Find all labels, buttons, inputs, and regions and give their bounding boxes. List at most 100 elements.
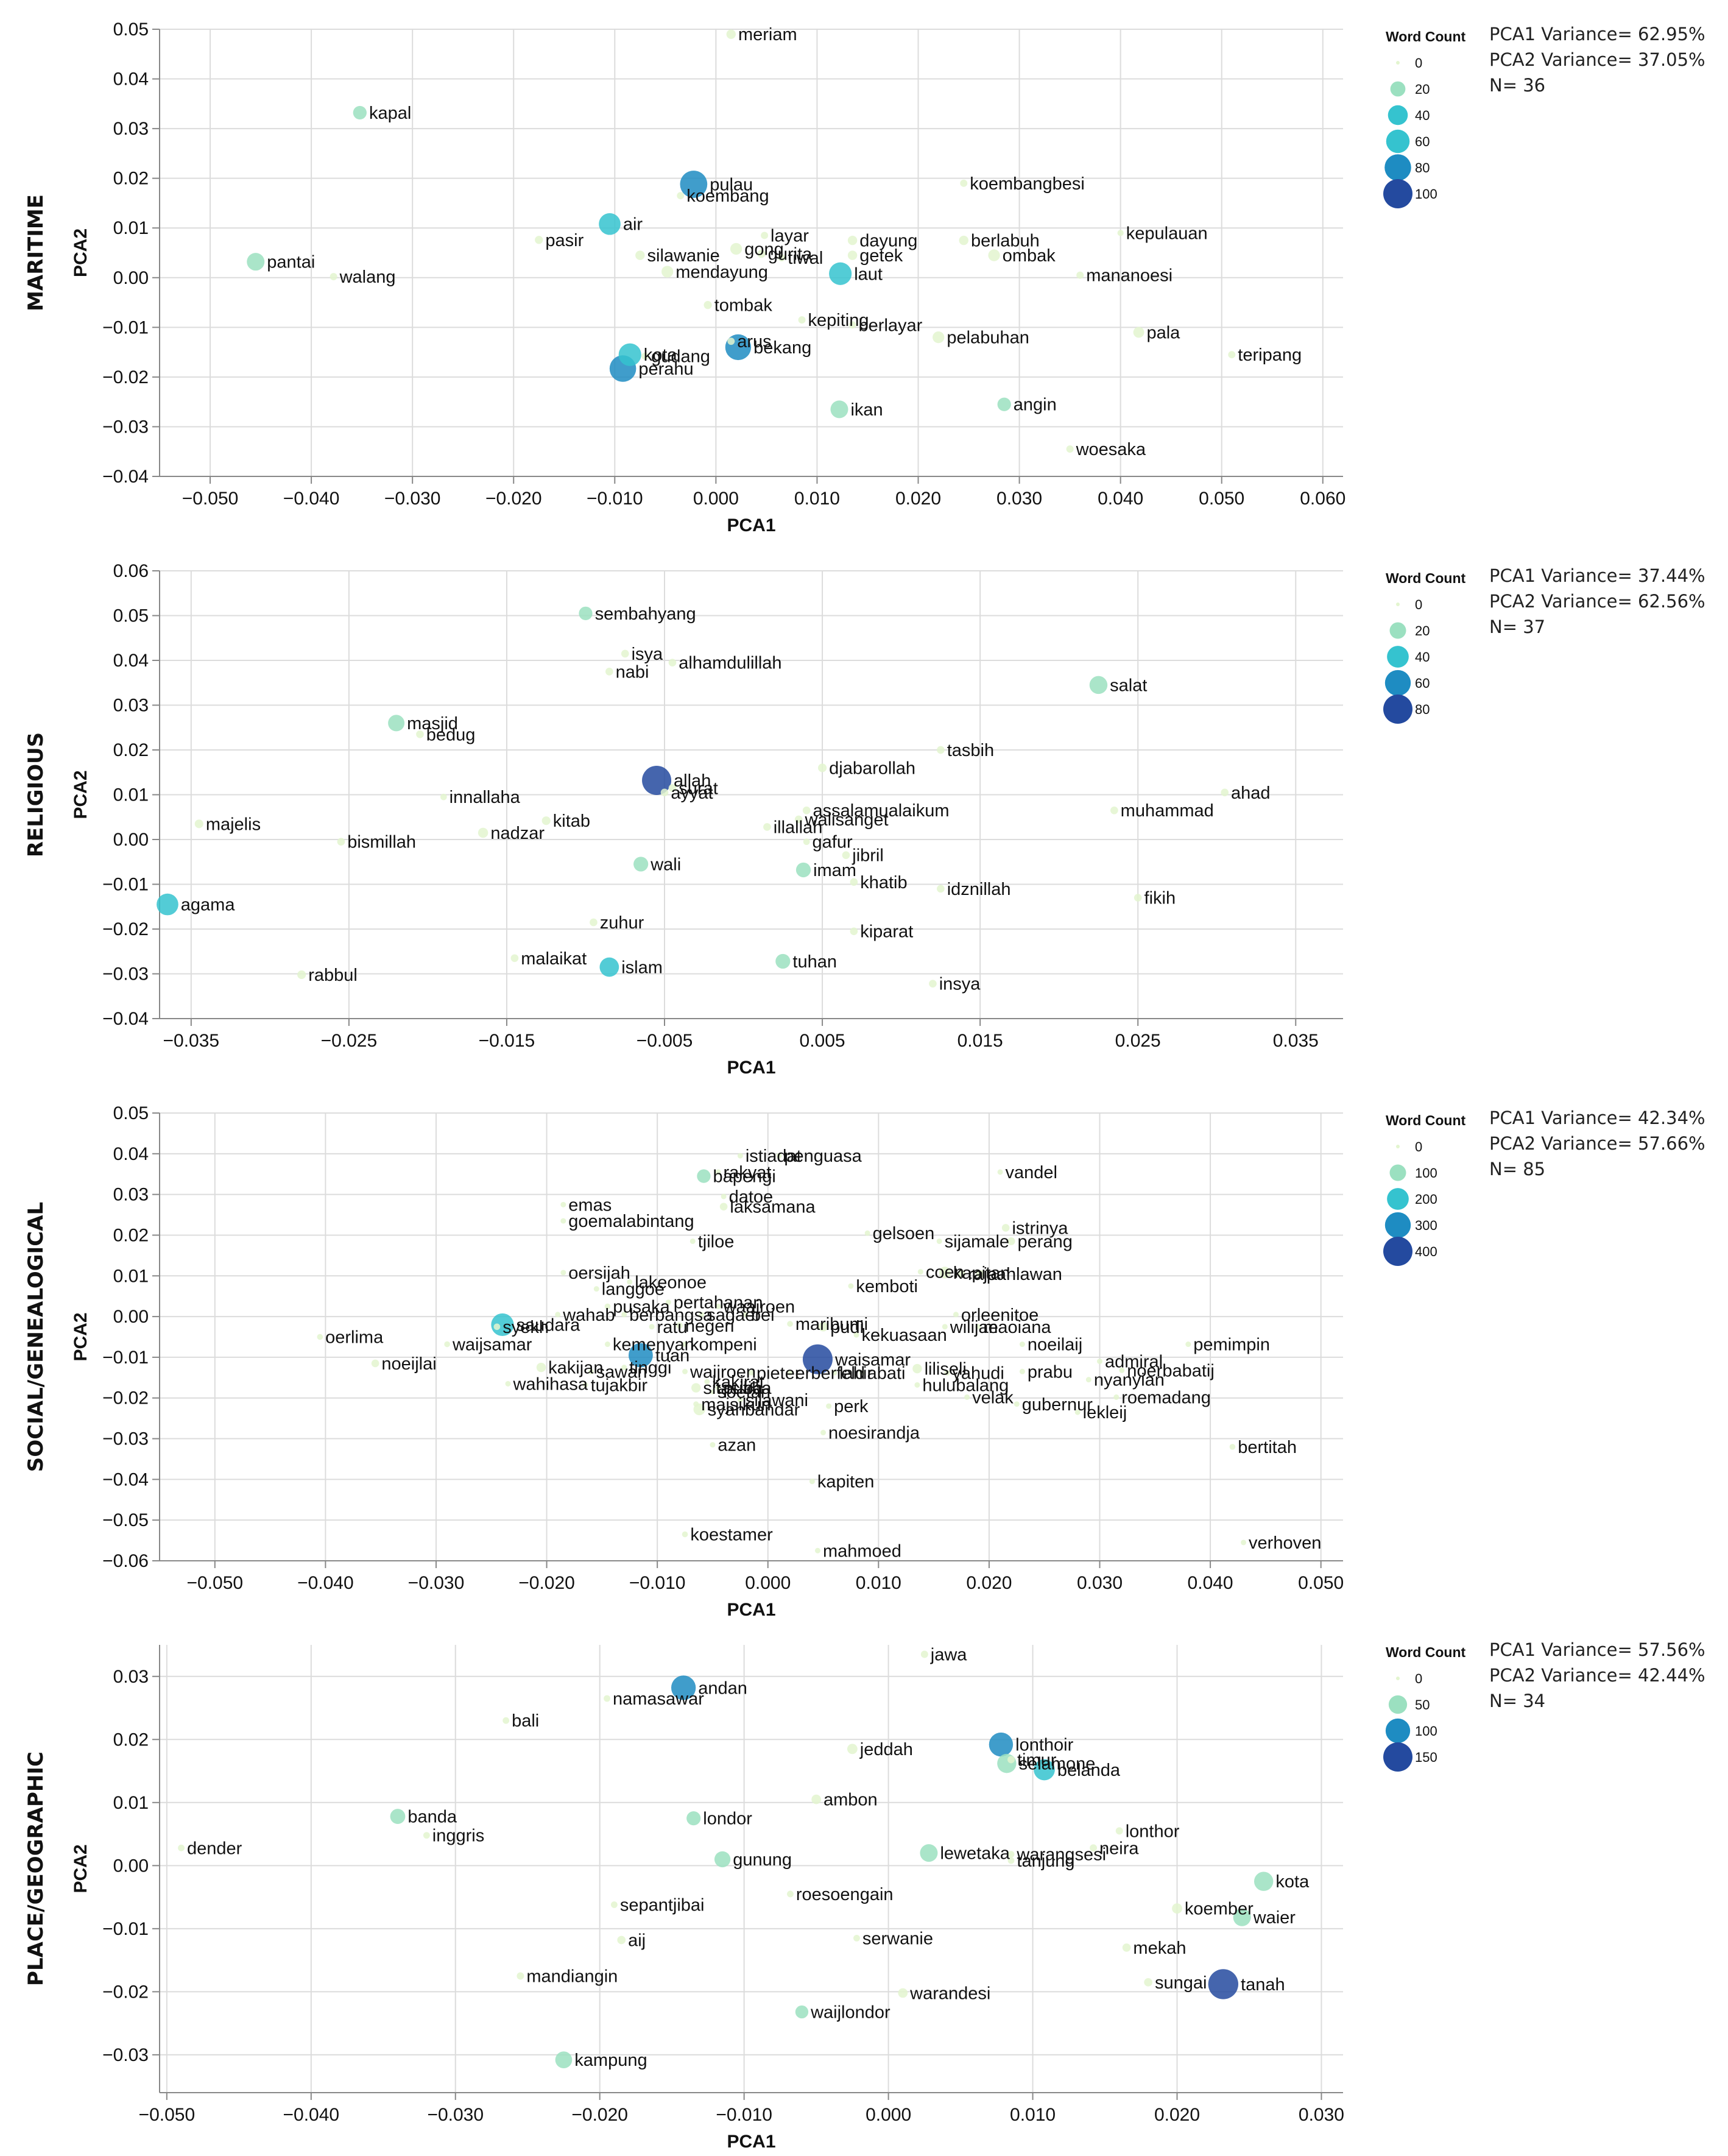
data-point-gafur[interactable]	[803, 838, 810, 846]
data-point-warandesi[interactable]	[898, 1988, 908, 1998]
data-point-rakyat[interactable]	[715, 1169, 721, 1175]
data-point-pertahanan[interactable]	[665, 1299, 671, 1306]
data-point-prabu[interactable]	[1019, 1368, 1025, 1374]
data-point-sitasiba[interactable]	[691, 1383, 701, 1393]
data-point-langgoe[interactable]	[593, 1286, 599, 1292]
data-point-yahudi[interactable]	[944, 1370, 950, 1376]
data-point-pieter[interactable]	[749, 1370, 754, 1376]
data-point-bedug[interactable]	[416, 730, 424, 738]
data-point-kiparat[interactable]	[850, 927, 858, 935]
data-point-djabarollah[interactable]	[818, 763, 827, 772]
data-point-ayyat[interactable]	[660, 788, 669, 797]
data-point-angin[interactable]	[997, 397, 1011, 411]
data-point-tombak[interactable]	[704, 300, 712, 309]
data-point-koembang[interactable]	[677, 192, 685, 200]
data-point-tanah[interactable]	[1208, 1969, 1239, 1999]
data-point-vandel[interactable]	[997, 1169, 1003, 1175]
data-point-tanjung[interactable]	[1007, 1857, 1015, 1864]
data-point-koembangbesi[interactable]	[960, 179, 968, 187]
data-point-kapiten[interactable]	[809, 1479, 815, 1485]
data-point-bei[interactable]	[742, 1312, 749, 1318]
data-point-lonthoir[interactable]	[989, 1732, 1014, 1757]
data-point-jeddah[interactable]	[847, 1744, 858, 1755]
data-point-zuhur[interactable]	[590, 918, 598, 927]
data-point-sawan[interactable]	[588, 1368, 594, 1374]
data-point-mendayung[interactable]	[661, 266, 674, 278]
data-point-gunung[interactable]	[714, 1851, 731, 1868]
data-point-assalamualaikum[interactable]	[802, 806, 811, 815]
data-point-dender[interactable]	[178, 1844, 185, 1851]
data-point-imam[interactable]	[795, 862, 811, 878]
data-point-koember[interactable]	[1172, 1903, 1182, 1914]
data-point-londor[interactable]	[686, 1811, 701, 1826]
data-point-sijamale[interactable]	[936, 1238, 942, 1244]
data-point-banda[interactable]	[390, 1809, 406, 1824]
data-point-pahlawan[interactable]	[976, 1270, 984, 1278]
data-point-waijroen[interactable]	[682, 1368, 688, 1374]
data-point-liliseli[interactable]	[912, 1363, 922, 1374]
data-point-maoiana[interactable]	[975, 1324, 981, 1330]
data-point-wahab[interactable]	[555, 1312, 561, 1318]
data-point-lakeonoe[interactable]	[627, 1279, 633, 1285]
data-point-waijlondor[interactable]	[795, 2005, 809, 2019]
data-point-illallah[interactable]	[763, 823, 771, 831]
data-point-tjiloe[interactable]	[689, 1238, 696, 1244]
data-point-laut[interactable]	[829, 262, 852, 285]
data-point-coen[interactable]	[917, 1269, 923, 1275]
data-point-air[interactable]	[599, 213, 621, 235]
data-point-pemimpin[interactable]	[1185, 1341, 1191, 1348]
data-point-kepulauan[interactable]	[1117, 230, 1124, 236]
data-point-roemadang[interactable]	[1113, 1394, 1120, 1400]
data-point-ambon[interactable]	[811, 1794, 821, 1804]
data-point-ikan[interactable]	[830, 400, 848, 419]
data-point-silawani[interactable]	[737, 1397, 743, 1403]
data-point-kekuasaan[interactable]	[853, 1332, 859, 1338]
data-point-waairoen[interactable]	[715, 1303, 721, 1309]
data-point-koestamer[interactable]	[682, 1531, 688, 1538]
data-point-sepantjibai[interactable]	[610, 1901, 618, 1908]
data-point-perang[interactable]	[1007, 1237, 1015, 1245]
data-point-roesoengain[interactable]	[787, 1890, 794, 1898]
data-point-waier[interactable]	[1233, 1908, 1251, 1926]
data-point-kota[interactable]	[618, 343, 641, 366]
data-point-oersijah[interactable]	[560, 1270, 566, 1276]
data-point-velak[interactable]	[964, 1394, 970, 1400]
data-point-serwanie[interactable]	[853, 1934, 860, 1942]
data-point-noeijlai[interactable]	[371, 1359, 379, 1368]
data-point-gudang[interactable]	[641, 352, 649, 360]
data-point-kota[interactable]	[1254, 1871, 1274, 1891]
data-point-namasawar[interactable]	[604, 1695, 610, 1702]
data-point-selamone[interactable]	[997, 1753, 1017, 1773]
data-point-tasbih[interactable]	[937, 746, 945, 754]
data-point-lonthor[interactable]	[1115, 1827, 1123, 1835]
data-point-getek[interactable]	[847, 250, 858, 260]
data-point-maribumi[interactable]	[787, 1321, 793, 1327]
data-point-putiha[interactable]	[715, 1385, 721, 1391]
data-point-tuhan[interactable]	[775, 953, 791, 969]
data-point-khatib[interactable]	[850, 878, 858, 886]
data-point-gubernur[interactable]	[1014, 1401, 1020, 1407]
data-point-oerlima[interactable]	[317, 1334, 323, 1340]
data-point-teripang[interactable]	[1228, 351, 1236, 359]
data-point-lahir[interactable]	[831, 1370, 838, 1376]
data-point-sembahyang[interactable]	[579, 606, 593, 620]
data-point-erberfeld[interactable]	[787, 1370, 793, 1376]
data-point-soetan[interactable]	[710, 1389, 715, 1394]
data-point-idznillah[interactable]	[937, 885, 945, 893]
data-point-emas[interactable]	[560, 1201, 566, 1207]
data-point-kakirat[interactable]	[704, 1379, 710, 1385]
data-point-timur[interactable]	[1007, 1756, 1015, 1764]
data-point-lewetaka[interactable]	[920, 1844, 938, 1862]
data-point-kapitan[interactable]	[939, 1267, 951, 1279]
data-point-lekleij[interactable]	[1074, 1409, 1081, 1415]
data-point-majsikun[interactable]	[693, 1401, 699, 1407]
data-point-kitab[interactable]	[541, 816, 551, 825]
data-point-kompeni[interactable]	[682, 1341, 688, 1348]
data-point-layar[interactable]	[761, 232, 769, 239]
data-point-neira[interactable]	[1090, 1844, 1098, 1852]
data-point-sungai[interactable]	[1144, 1978, 1152, 1987]
data-point-arus[interactable]	[727, 338, 735, 345]
data-point-kapal[interactable]	[353, 105, 367, 120]
data-point-mandiangin[interactable]	[517, 1972, 524, 1980]
data-point-berlayar[interactable]	[848, 321, 856, 329]
